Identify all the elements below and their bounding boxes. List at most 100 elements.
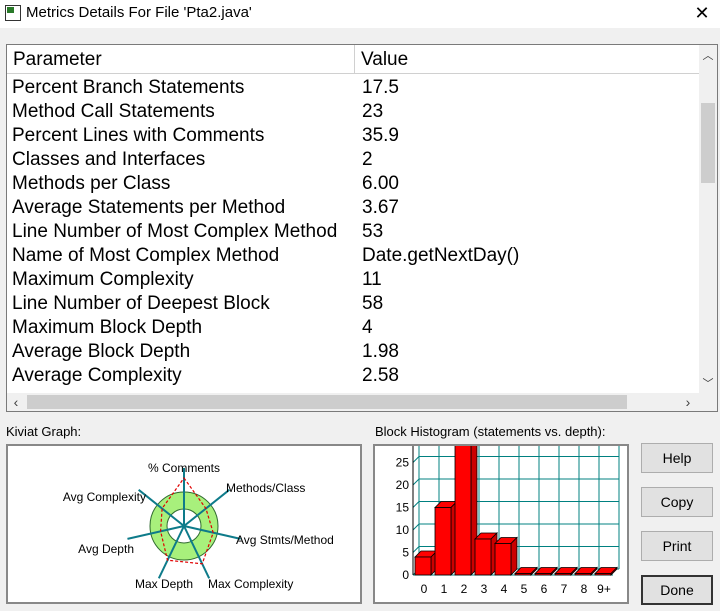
kiviat-axis xyxy=(138,489,185,527)
table-row[interactable]: Classes and Interfaces 2 xyxy=(7,148,699,172)
parameter-cell: Percent Lines with Comments xyxy=(12,125,265,146)
x-tick-label: 1 xyxy=(441,582,448,596)
column-header-value[interactable]: Value xyxy=(361,49,409,70)
histogram-bar xyxy=(594,573,612,576)
x-tick-label: 6 xyxy=(541,582,548,596)
value-cell: 35.9 xyxy=(362,125,399,146)
column-header-parameter[interactable]: Parameter xyxy=(7,45,355,73)
value-cell: 11 xyxy=(362,269,382,290)
value-cell: 58 xyxy=(362,293,384,314)
table-row[interactable]: Method Call Statements 23 xyxy=(7,100,699,124)
help-button[interactable]: Help xyxy=(641,443,713,473)
table-row[interactable]: Line Number of Most Complex Method 53 xyxy=(7,220,699,244)
x-tick-label: 9+ xyxy=(597,582,611,596)
table-row[interactable]: Average Block Depth 1.98 xyxy=(7,340,699,364)
parameter-cell: Method Call Statements xyxy=(12,101,215,122)
histogram-bar xyxy=(574,573,592,576)
y-tick-label: 0 xyxy=(402,568,409,582)
x-tick-label: 4 xyxy=(501,582,508,596)
value-cell: Date.getNextDay() xyxy=(362,245,520,266)
horizontal-scroll-thumb[interactable] xyxy=(27,395,627,409)
parameter-cell: Classes and Interfaces xyxy=(12,149,206,170)
scroll-right-icon[interactable]: › xyxy=(685,394,691,410)
print-button[interactable]: Print xyxy=(641,531,713,561)
kiviat-axis-label: Avg Depth xyxy=(78,542,134,556)
value-cell: 17.5 xyxy=(362,77,399,98)
y-tick-label: 15 xyxy=(396,501,410,515)
histogram-bar xyxy=(414,556,432,576)
parameter-cell: Line Number of Deepest Block xyxy=(12,293,270,314)
histogram-bar-side xyxy=(510,536,518,576)
vertical-scrollbar[interactable]: ︿ ﹀ xyxy=(699,45,717,393)
grid-line xyxy=(412,501,420,508)
kiviat-axis xyxy=(183,525,241,540)
app-icon xyxy=(5,5,21,21)
grid-line xyxy=(412,456,420,463)
kiviat-axis-label: Max Complexity xyxy=(208,577,293,591)
parameter-cell: Average Statements per Method xyxy=(12,197,286,218)
kiviat-label: Kiviat Graph: xyxy=(6,424,82,439)
histogram-label: Block Histogram (statements vs. depth): xyxy=(375,424,606,439)
value-cell: 23 xyxy=(362,101,384,122)
table-row[interactable]: Methods per Class 6.00 xyxy=(7,172,699,196)
scroll-left-icon[interactable]: ‹ xyxy=(13,394,19,410)
kiviat-axis xyxy=(183,489,230,527)
parameter-cell: Percent Branch Statements xyxy=(12,77,245,98)
y-tick-label: 5 xyxy=(402,546,409,560)
histogram-bar xyxy=(554,573,572,576)
window-title: Metrics Details For File 'Pta2.java' xyxy=(26,4,252,21)
y-tick-label: 25 xyxy=(396,456,410,470)
kiviat-axis xyxy=(157,525,185,579)
grid-line xyxy=(412,546,420,553)
parameter-cell: Line Number of Most Complex Method xyxy=(12,221,338,242)
parameter-cell: Average Complexity xyxy=(12,365,182,386)
parameter-cell: Maximum Complexity xyxy=(12,269,194,290)
value-cell: 2.58 xyxy=(362,365,399,386)
kiviat-axis-label: Max Depth xyxy=(135,577,193,591)
copy-button[interactable]: Copy xyxy=(641,487,713,517)
histogram-panel: 0 5 10 15 20 25 0 1 2 3 4 5 6 7 8 9+ xyxy=(373,433,629,604)
table-row[interactable]: Percent Lines with Comments 35.9 xyxy=(7,124,699,148)
vertical-scroll-thumb[interactable] xyxy=(701,103,715,183)
close-icon[interactable]: ✕ xyxy=(694,3,710,23)
title-bar: Metrics Details For File 'Pta2.java' ✕ xyxy=(0,0,720,28)
value-cell: 4 xyxy=(362,317,373,338)
histogram-bar xyxy=(534,573,552,576)
table-row[interactable]: Name of Most Complex Method Date.getNextD… xyxy=(7,244,699,268)
kiviat-value-polygon xyxy=(159,476,214,565)
horizontal-scrollbar[interactable]: ‹ › xyxy=(7,393,717,411)
kiviat-axis xyxy=(127,525,185,540)
metrics-table: Parameter Value Percent Branch Statement… xyxy=(6,44,718,412)
scroll-up-icon[interactable]: ︿ xyxy=(702,50,714,62)
table-row[interactable]: Average Complexity 2.58 xyxy=(7,364,699,388)
x-tick-label: 5 xyxy=(521,582,528,596)
table-row[interactable]: Percent Branch Statements 17.5 xyxy=(7,76,699,100)
value-cell: 3.67 xyxy=(362,197,399,218)
parameter-cell: Methods per Class xyxy=(12,173,171,194)
value-cell: 2 xyxy=(362,149,373,170)
value-cell: 6.00 xyxy=(362,173,399,194)
histogram-bar xyxy=(474,538,492,576)
x-tick-label: 0 xyxy=(421,582,428,596)
kiviat-axis-label: Avg Stmts/Method xyxy=(236,533,334,547)
value-cell: 53 xyxy=(362,221,384,242)
x-tick-label: 8 xyxy=(581,582,588,596)
histogram-bar xyxy=(494,543,512,576)
scroll-down-icon[interactable]: ﹀ xyxy=(702,378,714,390)
table-row[interactable]: Maximum Complexity 11 xyxy=(7,268,699,292)
parameter-cell: Maximum Block Depth xyxy=(12,317,203,338)
table-row[interactable]: Average Statements per Method 3.67 xyxy=(7,196,699,220)
x-tick-label: 3 xyxy=(481,582,488,596)
grid-line xyxy=(412,478,420,486)
y-tick-label: 20 xyxy=(396,478,410,492)
done-button[interactable]: Done xyxy=(641,575,713,605)
table-row[interactable]: Line Number of Deepest Block 58 xyxy=(7,292,699,316)
kiviat-graph: % Comments Methods/Class Avg Stmts/Method M… xyxy=(63,461,334,591)
histogram-bar xyxy=(454,439,472,576)
kiviat-axis-label: % Comments xyxy=(148,461,220,475)
value-cell: 1.98 xyxy=(362,341,399,362)
table-header: Parameter Value xyxy=(7,45,699,74)
histogram-bar xyxy=(514,573,532,576)
table-row[interactable]: Maximum Block Depth 4 xyxy=(7,316,699,340)
